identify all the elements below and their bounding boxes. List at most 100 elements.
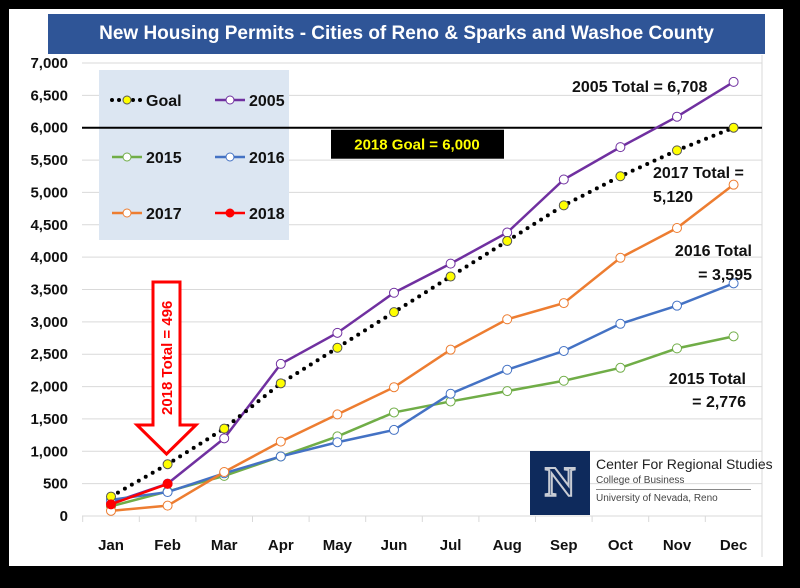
legend-item-2016: 2016 — [215, 150, 285, 167]
data-point — [445, 271, 456, 282]
data-point — [162, 487, 173, 498]
data-point — [389, 307, 399, 318]
annotation-2015-total-line2: = 2,776 — [692, 394, 746, 411]
y-tick-label: 6,000 — [30, 120, 68, 137]
y-tick-label: 0 — [60, 508, 68, 525]
data-point — [502, 235, 513, 246]
legend-item-2005: 2005 — [215, 93, 285, 110]
data-point — [728, 76, 739, 87]
legend: Goal 2005 2015 2016 2017 2018 — [110, 93, 285, 223]
down-arrow-icon — [133, 280, 200, 457]
x-tick-label: Dec — [720, 537, 748, 554]
legend-label: 2017 — [146, 206, 182, 223]
annotation-2005-total: 2005 Total = 6,708 — [572, 79, 707, 96]
data-point — [332, 327, 343, 338]
data-point — [106, 499, 116, 510]
annotation-2016-total-line2: = 3,595 — [698, 267, 752, 284]
legend-label: 2015 — [146, 150, 182, 167]
data-point — [332, 409, 343, 420]
data-point — [219, 423, 230, 434]
line-2017 — [110, 183, 735, 513]
data-point — [219, 433, 230, 444]
data-point — [728, 278, 739, 289]
data-point — [275, 358, 286, 369]
x-axis: Jan Feb Mar Apr May Jun Jul Aug Sep Oct Nov Dec — [82, 516, 748, 554]
x-tick-label: Sep — [550, 537, 578, 554]
series-lines — [106, 76, 739, 516]
nevada-n-icon: N — [530, 451, 590, 515]
y-tick-label: 1,500 — [30, 411, 68, 428]
logo-divider — [596, 489, 751, 490]
data-point — [558, 345, 569, 356]
data-point — [275, 451, 286, 462]
series-2017 — [106, 179, 739, 516]
data-point — [445, 258, 456, 269]
x-tick-label: Oct — [608, 537, 633, 554]
data-point — [275, 436, 286, 447]
y-tick-label: 4,500 — [30, 217, 68, 234]
data-point — [502, 314, 513, 325]
logo-college: College of Business — [596, 475, 685, 486]
legend-item-goal: Goal — [110, 93, 182, 110]
data-point — [672, 111, 682, 122]
data-point — [615, 142, 626, 153]
annotation-2015-total-line1: 2015 Total — [669, 371, 746, 388]
data-point — [162, 500, 173, 511]
data-point — [615, 252, 626, 263]
legend-item-2018: 2018 — [215, 206, 285, 223]
legend-label: 2005 — [249, 93, 285, 110]
data-point — [332, 437, 343, 448]
data-point — [219, 466, 230, 477]
line-goal — [109, 125, 736, 499]
legend-label: Goal — [146, 93, 182, 110]
legend-marker — [225, 95, 235, 105]
y-tick-label: 500 — [43, 476, 68, 493]
legend-marker — [122, 152, 132, 162]
line-2018 — [110, 482, 169, 506]
series-goal — [106, 122, 739, 502]
y-tick-label: 1,000 — [30, 443, 68, 460]
data-point — [615, 318, 626, 329]
chart-title: New Housing Permits - Cities of Reno & S… — [48, 14, 765, 54]
data-point — [389, 424, 399, 435]
annotations: 2005 Total = 6,708 2017 Total = 5,120 2016 … — [133, 79, 752, 457]
annotation-2018-total: 2018 Total = 496 — [159, 301, 176, 415]
y-tick-label: 4,000 — [30, 249, 68, 266]
legend-label: 2018 — [249, 206, 285, 223]
data-point — [728, 331, 739, 342]
data-point — [558, 200, 569, 211]
x-tick-label: Apr — [268, 537, 294, 554]
legend-label: 2016 — [249, 150, 285, 167]
series-2018 — [106, 478, 173, 510]
data-point — [558, 375, 569, 386]
y-axis: 0 500 1,000 1,500 2,000 2,500 3,000 3,500 4,000 4… — [30, 55, 68, 525]
x-tick-label: Jan — [98, 537, 124, 554]
data-point — [615, 362, 626, 373]
y-tick-label: 2,500 — [30, 346, 68, 363]
goal-label-box — [331, 129, 504, 159]
legend-marker — [122, 208, 132, 218]
y-tick-label: 5,500 — [30, 152, 68, 169]
goal-label: 2018 Goal = 6,000 — [354, 137, 480, 154]
data-point — [672, 223, 682, 234]
x-tick-label: Aug — [493, 537, 522, 554]
x-tick-label: May — [323, 537, 353, 554]
data-point — [162, 459, 173, 470]
data-point — [275, 378, 286, 389]
y-tick-label: 7,000 — [30, 55, 68, 72]
y-tick-label: 6,500 — [30, 87, 68, 104]
x-tick-label: Jul — [440, 537, 462, 554]
data-point — [558, 174, 569, 185]
y-tick-label: 3,500 — [30, 282, 68, 299]
data-point — [672, 300, 682, 311]
data-point — [672, 145, 682, 156]
annotation-2016-total-line1: 2016 Total — [675, 243, 752, 260]
goal-reference-line: 2018 Goal = 6,000 — [82, 126, 762, 159]
data-point — [502, 386, 513, 397]
unr-logo: N Center For Regional Studies College of… — [530, 451, 773, 515]
data-point — [389, 287, 399, 298]
annotation-2017-total-line1: 2017 Total = — [653, 165, 744, 182]
x-tick-label: Nov — [663, 537, 692, 554]
legend-marker — [122, 95, 132, 105]
data-point — [445, 388, 456, 399]
